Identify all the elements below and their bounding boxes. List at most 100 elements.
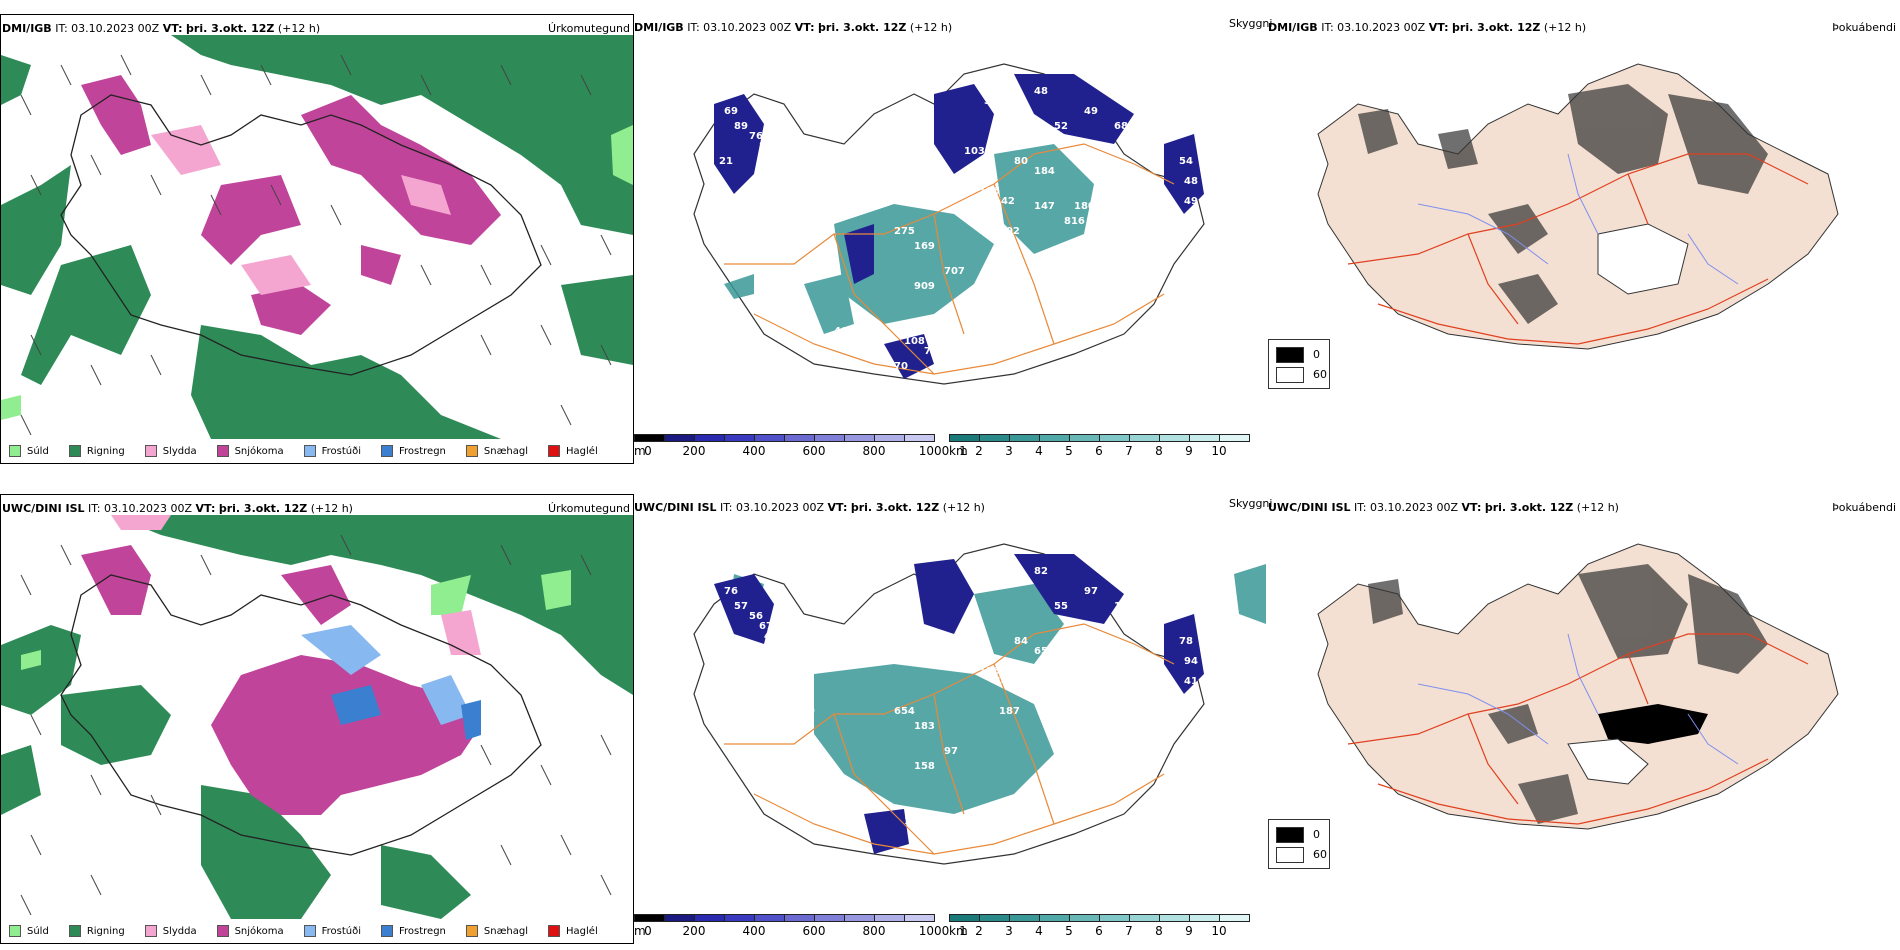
legend-item: Snæhagl xyxy=(460,925,528,937)
ceiling-value-label: 52 xyxy=(1054,121,1068,132)
ceiling-value-label: 78 xyxy=(1179,636,1193,647)
ceiling-value-label: 40 xyxy=(834,326,848,337)
wind-barbs xyxy=(20,54,612,436)
ceiling-value-label: 18 xyxy=(1154,216,1168,227)
ceiling-value-label: 41 xyxy=(1184,676,1198,687)
precip-header-1: DMI/IGB IT: 03.10.2023 00Z VT: þri. 3.ok… xyxy=(2,22,321,35)
colorbar-segment xyxy=(664,434,695,442)
legend-item: Frostúði xyxy=(298,925,361,937)
colorbar-tick: 10 xyxy=(1211,924,1227,938)
colorbar-segment xyxy=(1129,914,1160,922)
colorbar-segment xyxy=(664,914,695,922)
ceiling-value-label: 69 xyxy=(724,106,738,117)
fog-header-1: DMI/IGB IT: 03.10.2023 00Z VT: þri. 3.ok… xyxy=(1268,21,1587,34)
legend-item: Snjókoma xyxy=(211,445,284,457)
ceiling-panel-1: DMI/IGB IT: 03.10.2023 00Z VT: þri. 3.ok… xyxy=(634,14,1272,470)
ceiling-value-label: 45 xyxy=(1074,626,1088,637)
colorbar-tick: 800 xyxy=(862,924,886,938)
fog-map-2[interactable] xyxy=(1268,514,1900,859)
colorbar-segment xyxy=(874,434,905,442)
precip-panel-2: UWC/DINI ISL IT: 03.10.2023 00Z VT: þri.… xyxy=(0,494,634,944)
legend-item: Snæhagl xyxy=(460,445,528,457)
ceiling-value-label: 65 xyxy=(1034,646,1048,657)
rain-areas xyxy=(1,515,633,919)
legend-item: Frostregn xyxy=(375,445,446,457)
drizzle-areas xyxy=(21,570,571,670)
ceiling-value-label: 82 xyxy=(1034,566,1048,577)
legend-item: Slydda xyxy=(139,445,197,457)
colorbar-segment xyxy=(724,914,755,922)
ceiling-map-2[interactable]: 76 57 56 67 43 60 95 100 102 82 97 115 55 45 45 42 84 136… xyxy=(634,514,1266,909)
ceiling-value-label: 75 xyxy=(924,826,938,837)
colorbar-tick: 10 xyxy=(1211,444,1227,458)
colorbar-segment xyxy=(979,914,1010,922)
colorbar-tick: 2 xyxy=(975,444,983,458)
fog-panel-1: DMI/IGB IT: 03.10.2023 00Z VT: þri. 3.ok… xyxy=(1268,14,1900,470)
ceiling-value-label: 102 xyxy=(984,576,1005,587)
ceiling-value-label: 184 xyxy=(1034,166,1055,177)
fog-map-1[interactable] xyxy=(1268,34,1900,379)
colorbar-tick: 200 xyxy=(682,924,706,938)
height-colorbar-1: m 0 200 400 600 800 1000 xyxy=(634,434,949,462)
colorbar-segment xyxy=(814,434,845,442)
fog-header-2: UWC/DINI ISL IT: 03.10.2023 00Z VT: þri.… xyxy=(1268,501,1619,514)
colorbar-tick: 3 xyxy=(1005,924,1013,938)
ceiling-map-1[interactable]: 69 89 76 85 90 21 76 94 51 48 49 68 52 61 39 103 80 106 18… xyxy=(634,34,1266,429)
fog-shading xyxy=(1358,84,1768,324)
snow-areas xyxy=(81,545,481,815)
ceiling-value-label: 76 xyxy=(724,586,738,597)
ceiling-value-label: 100 xyxy=(794,706,815,717)
ceiling-value-label: 55 xyxy=(1054,601,1068,612)
colorbar-segment xyxy=(844,434,875,442)
precip-panel-1: DMI/IGB IT: 03.10.2023 00Z VT: þri. 3.ok… xyxy=(0,14,634,464)
ceiling-fill xyxy=(714,74,1204,379)
ceiling-value-label: 51 xyxy=(984,96,998,107)
precip-map-2[interactable] xyxy=(1,515,633,919)
legend-item: Rigning xyxy=(63,445,125,457)
colorbar-segment xyxy=(949,914,980,922)
legend-item: Frostúði xyxy=(298,445,361,457)
colorbar-segment xyxy=(1099,914,1130,922)
precip-map-1[interactable] xyxy=(1,35,633,439)
drizzle-areas xyxy=(1,125,633,420)
ceiling-value-label: 45 xyxy=(934,836,948,847)
ceiling-value-label: 143 xyxy=(1094,656,1115,667)
colorbar-unit: m xyxy=(634,924,646,938)
colorbar-tick: 6 xyxy=(1095,444,1103,458)
colorbar-segment xyxy=(904,914,935,922)
ceiling-panel-2: UWC/DINI ISL IT: 03.10.2023 00Z VT: þri.… xyxy=(634,494,1272,950)
colorbar-segment xyxy=(814,914,845,922)
coastline xyxy=(60,94,542,376)
legend-item: Súld xyxy=(3,445,49,457)
ceiling-value-label: 21 xyxy=(719,156,733,167)
ceiling-value-label: 61 xyxy=(1074,146,1088,157)
colorbar-segment xyxy=(844,914,875,922)
colorbar-tick: 5 xyxy=(1065,924,1073,938)
legend-item: Haglél xyxy=(542,445,598,457)
ceiling-value-label: 102 xyxy=(999,226,1020,237)
colorbar-tick: 4 xyxy=(1035,444,1043,458)
ceiling-value-label: 158 xyxy=(914,761,935,772)
ceiling-value-label: 48 xyxy=(1184,176,1198,187)
ceiling-value-label: 49 xyxy=(1184,196,1198,207)
ceiling-value-label: 173 xyxy=(1074,681,1095,692)
ceiling-value-label: 194 xyxy=(1114,706,1135,717)
colorbar-segment xyxy=(1219,434,1250,442)
colorbar-segment xyxy=(1009,914,1040,922)
road-network xyxy=(724,623,1175,855)
colorbar-tick: 8 xyxy=(1155,924,1163,938)
ceiling-value-label: 57 xyxy=(734,601,748,612)
ceiling-value-label: 93 xyxy=(1114,726,1128,737)
ceiling-value-label: 337 xyxy=(1034,681,1055,692)
fog-shading xyxy=(1368,564,1768,824)
colorbar-tick: 400 xyxy=(742,924,766,938)
precip-header-2: UWC/DINI ISL IT: 03.10.2023 00Z VT: þri.… xyxy=(2,502,353,515)
visibility-fill xyxy=(729,564,1266,814)
ceiling-value-label: 85 xyxy=(759,141,773,152)
colorbar-segment xyxy=(1159,434,1190,442)
ceiling-value-label: 147 xyxy=(1034,201,1055,212)
colorbar-segment xyxy=(1099,434,1130,442)
ceiling-value-label: 48 xyxy=(1034,86,1048,97)
ceiling-value-label: 183 xyxy=(914,721,935,732)
